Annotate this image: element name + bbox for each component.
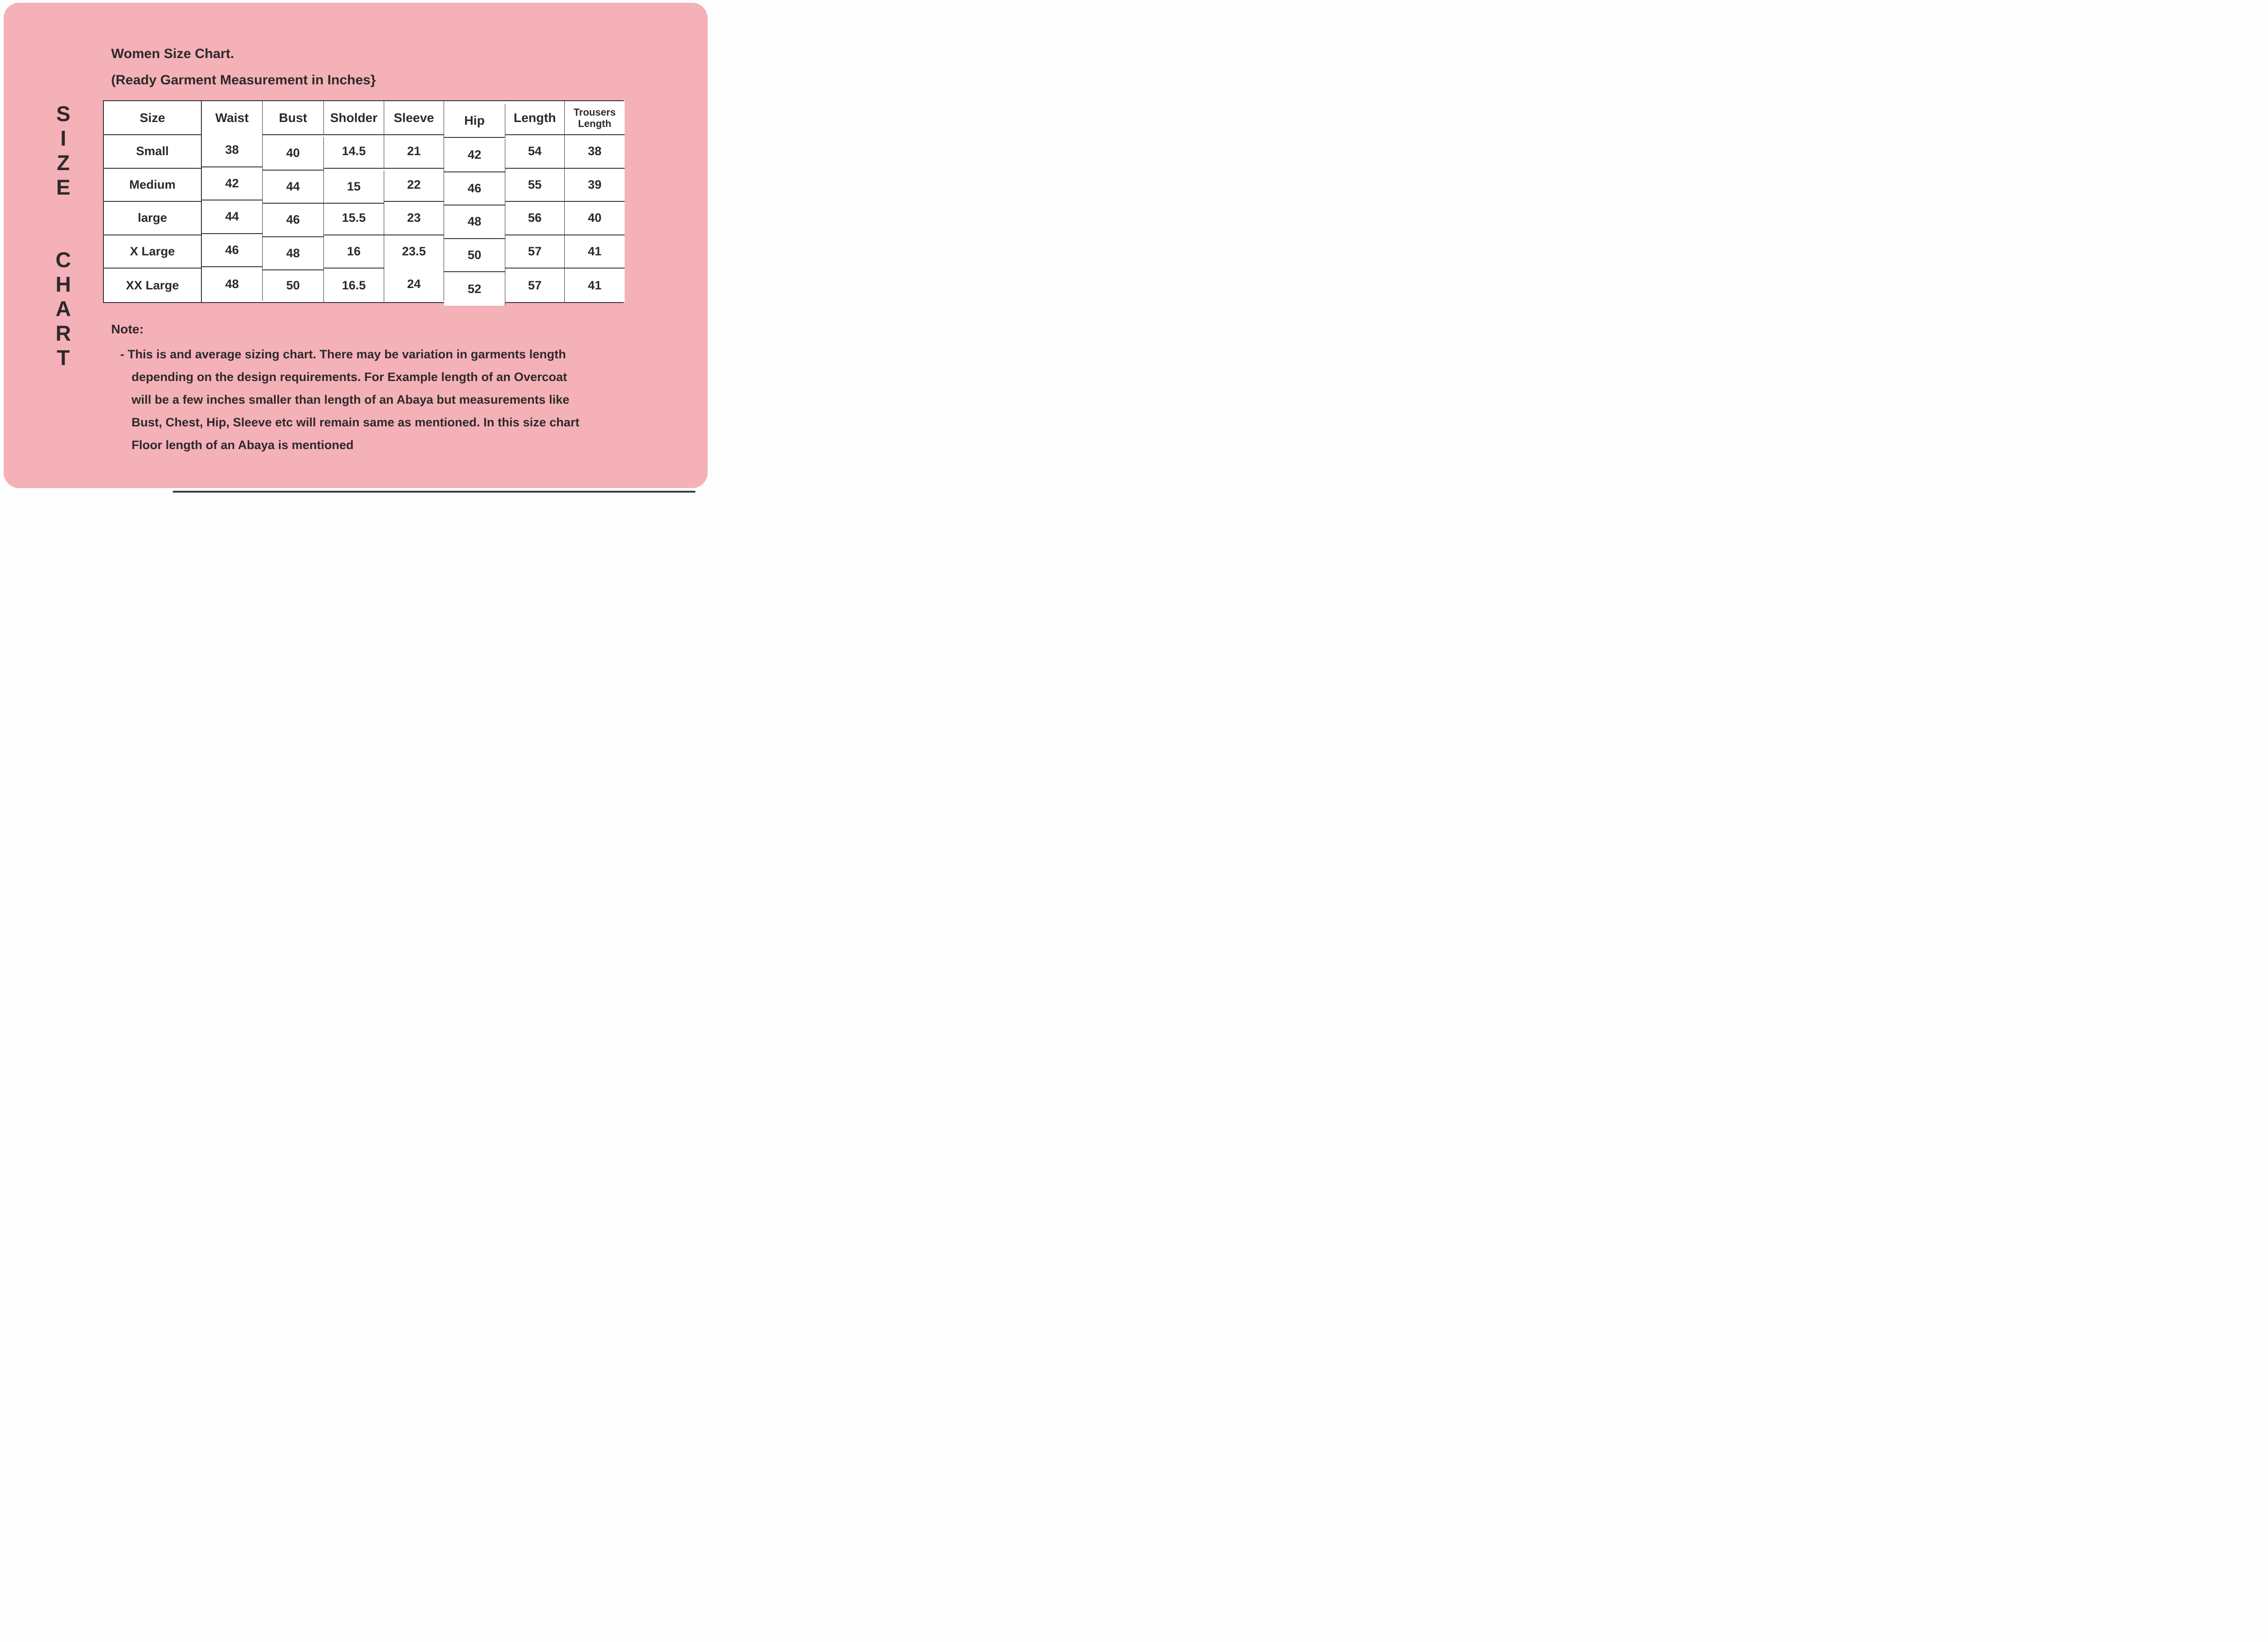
- row-large-sleeve: 23: [384, 202, 444, 235]
- row-xxlarge-sholder: 16.5: [324, 269, 384, 302]
- row-medium-sleeve: 22: [384, 168, 444, 202]
- row-medium-waist: 42: [202, 167, 263, 201]
- row-large-size: large: [104, 202, 202, 235]
- row-xxlarge-hip: 52: [444, 272, 505, 306]
- vertical-title: S I Z E C H A R T: [47, 77, 80, 395]
- row-medium-bust: 44: [263, 170, 324, 204]
- row-medium-sholder: 15: [324, 170, 384, 204]
- row-small-sleeve: 21: [384, 135, 444, 169]
- note-line-2: depending on the design requirements. Fo…: [132, 370, 567, 384]
- row-large-hip: 48: [444, 205, 505, 239]
- row-large-bust: 46: [263, 204, 324, 237]
- heading-block: Women Size Chart. (Ready Garment Measure…: [111, 41, 376, 93]
- row-small-sholder: 14.5: [324, 135, 384, 169]
- row-large-waist: 44: [202, 200, 263, 234]
- row-small-size: Small: [104, 135, 202, 169]
- page-subtitle: (Ready Garment Measurement in Inches}: [111, 73, 376, 88]
- vertical-title-chart: C H A R T: [55, 248, 72, 370]
- vertical-title-size: S I Z E: [56, 102, 71, 199]
- row-medium-trousers: 39: [565, 168, 625, 202]
- row-small-waist: 38: [202, 134, 263, 167]
- note-line-3: will be a few inches smaller than length…: [132, 393, 570, 406]
- size-chart-table: Size Waist Bust Sholder Sleeve Hip Lengt…: [103, 100, 625, 306]
- row-xlarge-sholder: 16: [324, 235, 384, 269]
- column-header-sleeve: Sleeve: [384, 101, 444, 135]
- row-medium-size: Medium: [104, 168, 202, 202]
- column-header-size: Size: [104, 101, 202, 135]
- column-header-hip: Hip: [444, 104, 505, 138]
- row-xlarge-bust: 48: [263, 237, 324, 271]
- row-xxlarge-trousers: 41: [565, 269, 625, 302]
- column-header-length: Length: [505, 101, 565, 135]
- row-xxlarge-length: 57: [505, 269, 565, 302]
- row-medium-length: 55: [505, 168, 565, 202]
- row-xlarge-sleeve: 23.5: [384, 235, 444, 269]
- size-chart-flyer: S I Z E C H A R T Women Size Chart. (Rea…: [0, 0, 711, 493]
- column-header-trousers-length: Trousers Length: [565, 101, 625, 135]
- note-label: Note:: [111, 322, 144, 336]
- column-header-bust: Bust: [263, 101, 324, 135]
- column-header-waist: Waist: [202, 101, 263, 135]
- note-line-5: Floor length of an Abaya is mentioned: [132, 438, 354, 452]
- image-bottom-edge-artifact: [173, 491, 695, 493]
- row-xxlarge-waist: 48: [202, 267, 263, 301]
- row-large-length: 56: [505, 202, 565, 235]
- row-xxlarge-bust: 50: [263, 269, 324, 302]
- note-line-4: Bust, Chest, Hip, Sleeve etc will remain…: [132, 415, 580, 429]
- row-large-sholder: 15.5: [324, 202, 384, 235]
- row-small-length: 54: [505, 135, 565, 169]
- row-small-bust: 40: [263, 137, 324, 171]
- note-line-1: - This is and average sizing chart. Ther…: [120, 347, 566, 361]
- row-large-trousers: 40: [565, 202, 625, 235]
- note-text: - This is and average sizing chart. Ther…: [120, 343, 579, 456]
- row-small-trousers: 38: [565, 135, 625, 169]
- row-xxlarge-sleeve: 24: [384, 267, 444, 301]
- page-title: Women Size Chart.: [111, 46, 235, 61]
- row-medium-hip: 46: [444, 172, 505, 206]
- row-xlarge-length: 57: [505, 235, 565, 269]
- row-xlarge-waist: 46: [202, 234, 263, 268]
- column-header-sholder: Sholder: [324, 101, 384, 135]
- row-small-hip: 42: [444, 139, 505, 172]
- row-xxlarge-size: XX Large: [104, 269, 202, 302]
- row-xlarge-trousers: 41: [565, 235, 625, 269]
- row-xlarge-hip: 50: [444, 239, 505, 273]
- row-xlarge-size: X Large: [104, 235, 202, 269]
